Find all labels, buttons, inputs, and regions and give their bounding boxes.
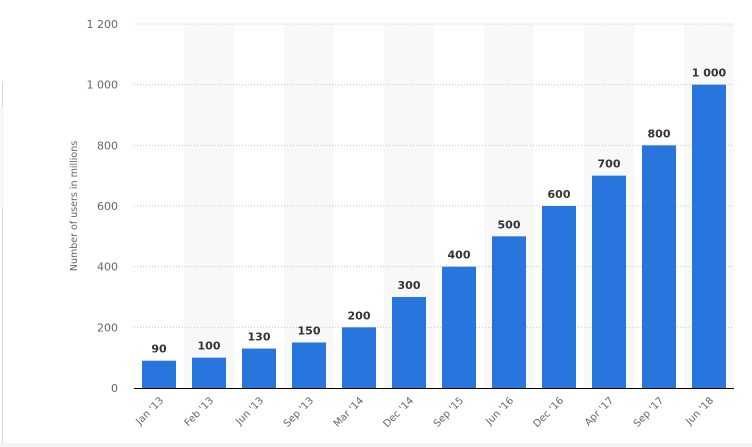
x-tick-label: Jun '18	[683, 395, 716, 428]
data-label: 400	[448, 249, 471, 262]
bar	[692, 84, 726, 389]
data-label: 500	[498, 218, 521, 231]
x-tick-label: Sep '13	[282, 395, 316, 429]
y-tick-label: 200	[97, 321, 118, 334]
bar	[442, 266, 476, 388]
x-tick-label: Dec '16	[531, 395, 566, 430]
y-tick-label: 400	[97, 261, 118, 274]
data-label: 150	[298, 325, 321, 338]
bar	[542, 206, 576, 388]
y-tick-label: 1 200	[87, 18, 119, 31]
data-label: 100	[198, 340, 221, 353]
data-label: 700	[598, 158, 621, 171]
bar	[392, 297, 426, 388]
bar	[142, 360, 176, 388]
bar	[492, 236, 526, 388]
data-label: 300	[398, 279, 421, 292]
bar	[192, 357, 226, 388]
data-label: 800	[648, 127, 671, 140]
y-tick-label: 0	[111, 382, 118, 395]
data-label: 200	[348, 309, 371, 322]
x-tick-label: Sep '15	[432, 395, 466, 429]
x-tick-label: Dec '14	[381, 395, 416, 430]
bar	[242, 348, 276, 388]
x-tick-label: Feb '13	[183, 395, 216, 428]
panel-edge	[0, 82, 3, 447]
x-tick-label: Mar '14	[332, 395, 366, 429]
data-label: 600	[548, 188, 571, 201]
x-tick-label: Sep '17	[632, 395, 666, 429]
x-tick-label: Jun '13	[233, 395, 266, 428]
data-label: 130	[248, 331, 271, 344]
bar	[342, 327, 376, 388]
x-tick-label: Jan '13	[134, 395, 167, 428]
data-label: 90	[151, 343, 167, 356]
y-tick-label: 1 000	[87, 79, 119, 92]
y-axis-label: Number of users in millions	[69, 141, 80, 271]
panel-edge-inner	[0, 108, 4, 208]
y-tick-label: 800	[97, 139, 118, 152]
bar	[642, 145, 676, 388]
data-label: 1 000	[692, 67, 727, 80]
y-tick-label: 600	[97, 200, 118, 213]
bottom-strip	[0, 443, 752, 447]
x-tick-label: Apr '17	[583, 395, 616, 428]
bar	[292, 342, 326, 388]
bar	[592, 175, 626, 388]
x-tick-label: Jun '16	[483, 395, 516, 428]
